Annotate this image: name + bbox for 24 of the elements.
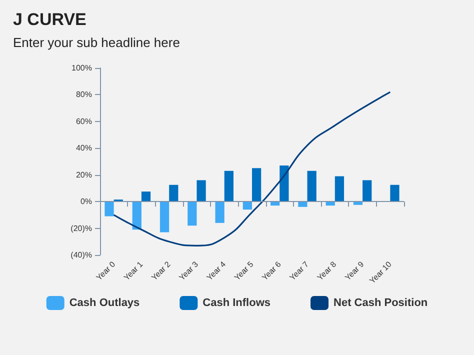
y-tick-label: 20% bbox=[76, 170, 92, 180]
x-tick-label: Year 4 bbox=[205, 259, 228, 282]
x-tick-label: Year 2 bbox=[150, 259, 173, 282]
y-tick-label: 0% bbox=[80, 197, 92, 206]
x-tick-label: Year 0 bbox=[94, 259, 118, 282]
y-tick-label: 100% bbox=[72, 64, 92, 72]
chart-subtitle: Enter your sub headline here bbox=[13, 35, 180, 50]
x-tick-label: Year 8 bbox=[316, 259, 338, 282]
x-tick-label: Year 7 bbox=[288, 259, 311, 282]
y-tick-label: 40% bbox=[76, 144, 92, 153]
y-tick-label: (40)% bbox=[70, 250, 92, 260]
y-tick-label: 80% bbox=[76, 90, 92, 100]
x-tick-label: Year 3 bbox=[177, 259, 200, 282]
chart-title: J CURVE bbox=[13, 10, 86, 29]
x-tick-label: Year 5 bbox=[232, 259, 256, 282]
x-tick-label: Year 10 bbox=[368, 259, 394, 286]
x-tick-label: Year 1 bbox=[122, 259, 146, 282]
y-tick-label: 60% bbox=[76, 116, 92, 126]
y-tick-label: (20)% bbox=[70, 224, 92, 233]
x-tick-label: Year 9 bbox=[343, 259, 366, 282]
x-tick-label: Year 6 bbox=[260, 259, 284, 282]
legend-label: Cash Outlays bbox=[69, 297, 140, 309]
legend-label: Cash Inflows bbox=[202, 297, 271, 309]
legend-label: Net Cash Position bbox=[334, 297, 428, 309]
